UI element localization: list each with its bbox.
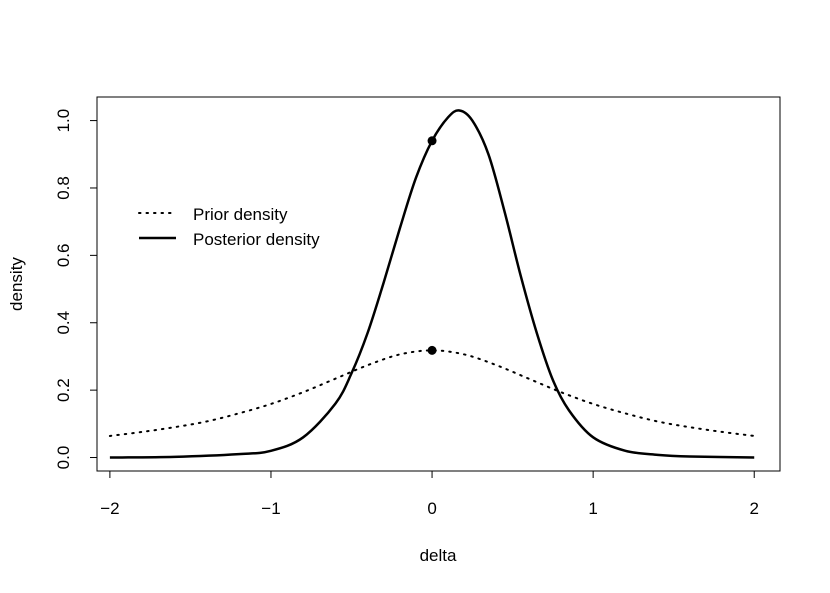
y-axis: 0.0 0.2 0.4 0.6 0.8 1.0	[54, 109, 98, 470]
prior-density-line	[108, 349, 756, 437]
legend-prior-label: Prior density	[193, 205, 288, 224]
y-tick-label: 0.4	[54, 311, 73, 335]
legend-posterior-label: Posterior density	[193, 230, 320, 249]
y-tick-label: 0.0	[54, 446, 73, 470]
density-point	[427, 136, 437, 146]
y-tick-label: 0.6	[54, 244, 73, 268]
density-point	[427, 345, 437, 355]
y-tick-label: 0.8	[54, 176, 73, 200]
x-axis: −2 −1 0 1 2	[100, 470, 759, 518]
y-tick-label: 0.2	[54, 378, 73, 402]
plot-frame	[96, 96, 781, 472]
x-axis-label: delta	[420, 546, 457, 565]
x-tick-label: −1	[261, 499, 280, 518]
x-tick-label: 2	[749, 499, 758, 518]
y-axis-label: density	[7, 257, 26, 311]
x-tick-label: −2	[100, 499, 119, 518]
posterior-density-line	[109, 109, 755, 459]
series-layer	[108, 109, 756, 459]
y-tick-label: 1.0	[54, 109, 73, 133]
x-tick-label: 1	[588, 499, 597, 518]
x-tick-label: 0	[427, 499, 436, 518]
legend: Prior density Posterior density	[138, 205, 320, 249]
points-layer	[427, 136, 437, 355]
